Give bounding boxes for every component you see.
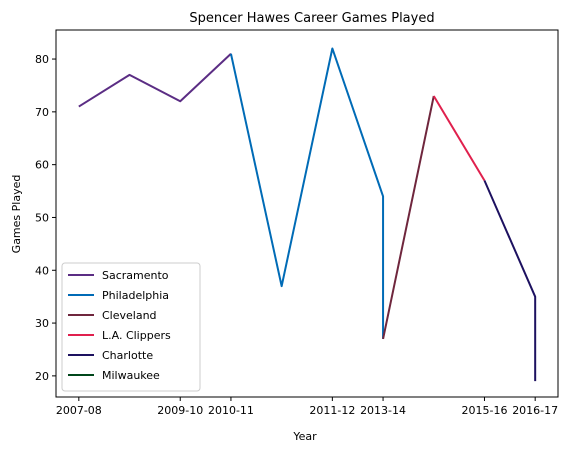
y-tick-label: 80 xyxy=(35,53,49,66)
legend-label-cleveland: Cleveland xyxy=(102,309,157,322)
x-tick-label: 2010-11 xyxy=(208,404,254,417)
legend-label-sacramento: Sacramento xyxy=(102,269,169,282)
legend: Sacramento Philadelphia Cleveland L.A. Clip… xyxy=(61,262,201,392)
y-axis: 20 30 40 50 60 70 80 xyxy=(35,53,56,383)
chart-title: Spencer Hawes Career Games Played xyxy=(189,11,434,26)
x-axis: 2007-08 2009-10 2010-11 2011-12 2013-14 2015-… xyxy=(56,397,558,417)
x-axis-label: Year xyxy=(292,430,317,443)
legend-label-charlotte: Charlotte xyxy=(102,349,153,362)
series-line-l-a-clippers xyxy=(432,95,486,182)
legend-label-milwaukee: Milwaukee xyxy=(102,369,160,382)
x-tick-label: 2016-17 xyxy=(512,404,558,417)
y-tick-label: 60 xyxy=(35,159,49,172)
series-line-cleveland xyxy=(382,95,435,340)
x-tick-label: 2011-12 xyxy=(309,404,355,417)
x-tick-label: 2015-16 xyxy=(461,404,507,417)
y-tick-label: 50 xyxy=(35,211,49,224)
y-tick-label: 40 xyxy=(35,264,49,277)
series-line-philadelphia xyxy=(229,47,385,339)
legend-label-philadelphia: Philadelphia xyxy=(102,289,169,302)
plot-frame xyxy=(55,29,559,398)
y-tick-label: 70 xyxy=(35,106,49,119)
x-tick-label: 2009-10 xyxy=(157,404,203,417)
legend-label-l-a-clippers: L.A. Clippers xyxy=(102,329,171,342)
x-tick-label: 2007-08 xyxy=(56,404,102,417)
legend-box xyxy=(61,262,201,392)
series-line-charlotte xyxy=(483,180,537,382)
series-line-sacramento xyxy=(78,53,232,108)
y-tick-label: 20 xyxy=(35,370,49,383)
y-axis-label: Games Played xyxy=(10,175,23,254)
plot-lines xyxy=(78,47,537,382)
y-tick-label: 30 xyxy=(35,317,49,330)
x-tick-label: 2013-14 xyxy=(360,404,406,417)
